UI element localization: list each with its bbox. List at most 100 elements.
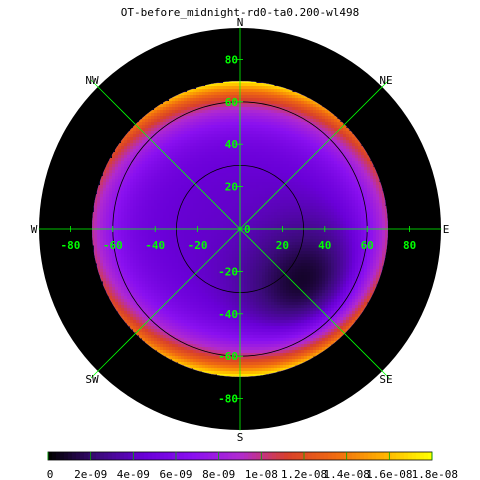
heat-cell: [232, 182, 236, 186]
heat-cell: [208, 107, 212, 111]
heat-cell: [211, 239, 215, 243]
heat-cell: [250, 155, 254, 159]
heat-cell: [97, 203, 101, 207]
heat-cell: [310, 167, 314, 171]
heat-cell: [343, 143, 347, 147]
heat-cell: [187, 212, 191, 216]
heat-cell: [205, 161, 209, 165]
heat-cell: [184, 149, 188, 153]
heat-cell: [313, 107, 317, 111]
heat-cell: [133, 197, 137, 201]
heat-cell: [166, 107, 170, 111]
heat-cell: [100, 209, 104, 213]
heat-cell: [220, 131, 224, 135]
heat-cell: [271, 110, 275, 114]
heat-cell: [283, 164, 287, 168]
heat-cell: [118, 257, 122, 261]
heat-cell: [268, 149, 272, 153]
heat-cell: [163, 107, 167, 111]
heat-cell: [247, 113, 251, 117]
heat-cell: [292, 251, 296, 255]
heat-cell: [139, 197, 143, 201]
heat-cell: [340, 146, 344, 150]
heat-cell: [223, 197, 227, 201]
heat-cell: [148, 218, 152, 222]
heat-cell: [226, 242, 230, 246]
heat-cell: [109, 200, 113, 204]
heat-cell: [121, 206, 125, 210]
heat-cell: [319, 218, 323, 222]
heat-cell: [265, 182, 269, 186]
heat-cell: [319, 176, 323, 180]
heat-cell: [115, 218, 119, 222]
heat-cell: [118, 161, 122, 165]
heat-cell: [325, 182, 329, 186]
heat-cell: [160, 104, 164, 108]
heat-cell: [163, 122, 167, 126]
heat-cell: [208, 203, 212, 207]
heat-cell: [232, 143, 236, 147]
heat-cell: [151, 191, 155, 195]
heat-cell: [223, 230, 227, 234]
heat-cell: [178, 215, 182, 219]
heat-cell: [229, 119, 233, 123]
heat-cell: [151, 173, 155, 177]
heat-cell: [205, 200, 209, 204]
heat-cell: [223, 113, 227, 117]
heat-cell: [376, 179, 380, 183]
heat-cell: [154, 239, 158, 243]
heat-cell: [259, 209, 263, 213]
heat-cell: [148, 206, 152, 210]
heat-cell: [241, 251, 245, 255]
heat-cell: [298, 233, 302, 237]
heat-cell: [274, 251, 278, 255]
heat-cell: [103, 206, 107, 210]
heat-cell: [208, 128, 212, 132]
heat-cell: [274, 134, 278, 138]
heat-cell: [232, 239, 236, 243]
heat-cell: [205, 221, 209, 225]
heat-cell: [211, 221, 215, 225]
heat-cell: [283, 92, 287, 96]
heat-cell: [151, 251, 155, 255]
heat-cell: [349, 221, 353, 225]
heat-cell: [214, 215, 218, 219]
heat-cell: [124, 173, 128, 177]
heat-cell: [235, 122, 239, 126]
heat-cell: [181, 134, 185, 138]
heat-cell: [175, 143, 179, 147]
heat-cell: [157, 206, 161, 210]
heat-cell: [232, 101, 236, 105]
heat-cell: [127, 257, 131, 261]
heat-cell: [154, 194, 158, 198]
heat-cell: [277, 143, 281, 147]
heat-cell: [103, 179, 107, 183]
heat-cell: [304, 173, 308, 177]
heat-cell: [163, 251, 167, 255]
heat-cell: [151, 143, 155, 147]
heat-cell: [166, 122, 170, 126]
heat-cell: [145, 197, 149, 201]
heat-cell: [211, 164, 215, 168]
heat-cell: [133, 230, 137, 234]
heat-cell: [247, 248, 251, 252]
heat-cell: [316, 191, 320, 195]
heat-cell: [142, 242, 146, 246]
heat-cell: [310, 212, 314, 216]
heat-cell: [154, 224, 158, 228]
heat-cell: [199, 140, 203, 144]
heat-cell: [103, 209, 107, 213]
heat-cell: [337, 167, 341, 171]
heat-cell: [160, 113, 164, 117]
heat-cell: [190, 191, 194, 195]
heat-cell: [298, 230, 302, 234]
heat-cell: [364, 224, 368, 228]
heat-cell: [208, 152, 212, 156]
heat-cell: [253, 245, 257, 249]
heat-cell: [382, 236, 386, 240]
heat-cell: [208, 212, 212, 216]
heat-cell: [277, 254, 281, 258]
heat-cell: [334, 191, 338, 195]
heat-cell: [241, 140, 245, 144]
heat-cell: [139, 245, 143, 249]
